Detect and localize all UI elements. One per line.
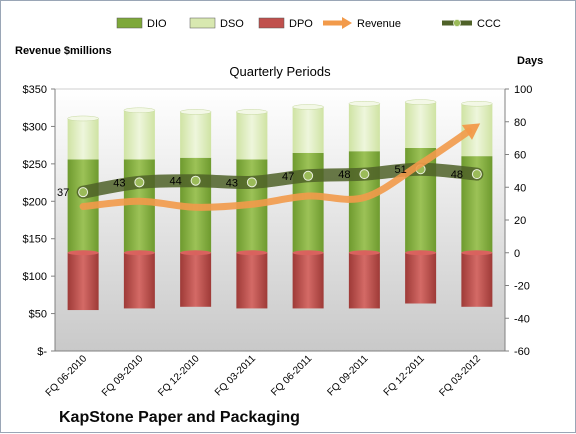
legend-swatch-dso xyxy=(189,17,216,29)
ccc-data-label: 44 xyxy=(170,176,182,188)
bar-dso xyxy=(236,111,268,160)
bar-dso xyxy=(67,118,99,160)
right-tick-label: -40 xyxy=(514,313,530,325)
right-tick-label: 0 xyxy=(514,248,520,260)
legend-marker-ccc xyxy=(453,19,461,27)
legend-label-ccc: CCC xyxy=(477,18,501,30)
bar-dpo xyxy=(123,252,155,309)
ccc-point xyxy=(303,170,314,181)
x-tick-label: FQ 06-2010 xyxy=(44,353,90,399)
legend-label-dio: DIO xyxy=(147,18,167,30)
chart-title: KapStone Paper and Packaging xyxy=(59,409,300,426)
x-tick-label: FQ 03-2012 xyxy=(437,353,483,399)
bar-cap-dpo xyxy=(236,250,268,256)
x-tick-label: FQ 12-2010 xyxy=(156,353,202,399)
bar-cap-dso xyxy=(179,109,212,115)
ccc-point xyxy=(359,169,370,180)
revenue-arrowhead xyxy=(461,123,481,140)
legend-arrowhead-revenue xyxy=(342,17,352,29)
right-tick-label: 40 xyxy=(514,182,526,194)
x-tick-label: FQ 09-2010 xyxy=(100,353,146,399)
ccc-data-label: 48 xyxy=(338,169,350,181)
right-tick-label: -20 xyxy=(514,281,530,293)
left-tick-label: $50 xyxy=(29,309,47,321)
legend-label-dso: DSO xyxy=(220,18,244,30)
left-tick-label: $250 xyxy=(23,159,47,171)
bar-dpo xyxy=(348,252,380,309)
left-tick-label: $300 xyxy=(23,121,47,133)
left-tick-label: $- xyxy=(37,346,47,358)
bar-dpo xyxy=(236,252,268,309)
bar-cap-dso xyxy=(236,109,268,115)
left-tick-label: $100 xyxy=(23,271,47,283)
bar-dpo xyxy=(292,252,324,309)
right-tick-label: 20 xyxy=(514,215,526,227)
legend-label-revenue: Revenue xyxy=(357,18,401,30)
bar-dso xyxy=(348,103,380,152)
ccc-data-label: 43 xyxy=(113,177,125,189)
bar-cap-dpo xyxy=(348,250,380,256)
bar-dio xyxy=(123,159,155,253)
bar-dpo xyxy=(180,252,212,307)
bar-cap-dso xyxy=(461,100,493,107)
bar-cap-dpo xyxy=(292,250,324,256)
left-tick-label: $150 xyxy=(23,234,47,246)
ccc-point xyxy=(471,169,482,180)
ccc-data-label: 51 xyxy=(395,164,407,176)
bar-dso xyxy=(123,110,155,160)
bar-dio xyxy=(292,152,324,253)
x-tick-label: FQ 03-2011 xyxy=(213,353,258,398)
bar-cap-dso xyxy=(292,104,324,110)
right-tick-label: -60 xyxy=(514,346,530,358)
bar-dso xyxy=(292,107,324,153)
bar-cap-dpo xyxy=(123,250,155,256)
bar-dpo xyxy=(461,252,493,307)
ccc-data-label: 48 xyxy=(451,169,463,181)
bar-cap-dpo xyxy=(67,250,99,256)
bar-dpo xyxy=(405,252,437,304)
left-axis-title: Revenue $millions xyxy=(15,45,112,57)
bar-cap-dso xyxy=(348,100,381,107)
right-axis-title: Days xyxy=(517,55,543,67)
right-tick-label: 60 xyxy=(514,150,526,162)
right-tick-label: 80 xyxy=(514,117,526,129)
chart-subtitle: Quarterly Periods xyxy=(229,64,331,79)
revenue-series-line xyxy=(79,127,473,211)
plot-area xyxy=(54,88,506,352)
bar-dso xyxy=(405,102,437,148)
x-tick-label: FQ 06-2011 xyxy=(269,353,314,398)
legend-swatch-dpo xyxy=(258,17,285,29)
ccc-data-label: 47 xyxy=(282,171,294,183)
bar-cap-dso xyxy=(404,99,437,105)
ccc-data-label: 37 xyxy=(57,187,69,199)
legend-swatch-dio xyxy=(116,17,143,29)
bar-dpo xyxy=(67,252,99,311)
left-tick-label: $200 xyxy=(23,196,47,208)
bar-dso xyxy=(180,111,212,158)
legend-label-dpo: DPO xyxy=(289,18,313,30)
ccc-point xyxy=(246,177,257,188)
bar-cap-dso xyxy=(123,107,156,114)
bar-cap-dpo xyxy=(405,250,437,256)
ccc-point xyxy=(190,175,201,186)
ccc-point xyxy=(134,177,145,188)
x-tick-label: FQ 12-2011 xyxy=(382,353,427,398)
ccc-point xyxy=(78,187,89,198)
left-tick-label: $350 xyxy=(23,84,47,96)
ccc-data-label: 43 xyxy=(226,177,238,189)
bar-cap-dso xyxy=(67,115,99,122)
right-tick-label: 100 xyxy=(514,84,532,96)
x-tick-label: FQ 09-2011 xyxy=(326,353,371,398)
bar-cap-dpo xyxy=(180,250,212,256)
bar-cap-dpo xyxy=(461,250,493,256)
